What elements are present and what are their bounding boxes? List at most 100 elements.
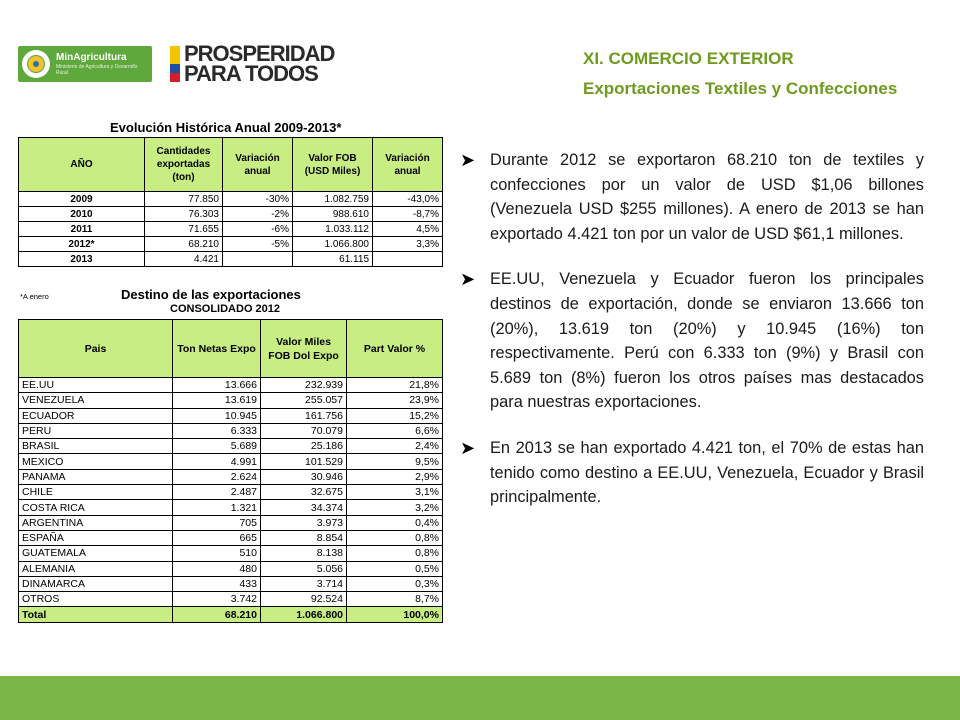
table-row: ESPAÑA 665 8.854 0,8% (18, 529, 443, 547)
table-row: VENEZUELA 13.619 255.057 23,9% (18, 392, 443, 409)
country-cell: BRASIL (18, 438, 173, 455)
table2-subtitle: CONSOLIDADO 2012 (170, 303, 281, 315)
value-cell: 3.714 (260, 575, 347, 593)
table-row: BRASIL 5.689 25.186 2,4% (18, 438, 443, 455)
arrow-bullet-icon: ➤ (460, 150, 476, 170)
value-cell: 161.756 (260, 407, 347, 424)
value-cell: -43,0% (372, 191, 443, 207)
bullet-item: ➤ Durante 2012 se exportaron 68.210 ton … (460, 148, 924, 246)
country-cell: ECUADOR (18, 407, 173, 424)
value-cell: 32.675 (260, 484, 347, 501)
value-cell: 0,4% (346, 514, 443, 531)
table2-title: Destino de las exportaciones (121, 287, 301, 302)
coat-of-arms-icon (22, 50, 50, 78)
value-cell (222, 251, 293, 267)
country-cell: EE.UU (18, 376, 173, 394)
bullet-item: ➤ EE.UU, Venezuela y Ecuador fueron los … (460, 267, 924, 415)
year-cell: 2010 (18, 206, 145, 222)
value-cell: 3,1% (346, 484, 443, 501)
value-cell: 70.079 (260, 422, 347, 440)
value-cell: 2,9% (346, 468, 443, 486)
export-destinations-table: Pais Ton Netas Expo Valor Miles FOB Dol … (18, 319, 443, 623)
value-cell: 3.973 (260, 514, 347, 531)
value-cell: 510 (172, 545, 261, 562)
table-row: PANAMA 2.624 30.946 2,9% (18, 468, 443, 486)
value-cell: 4,5% (372, 221, 443, 237)
section-title: XI. COMERCIO EXTERIOR (583, 49, 794, 68)
country-cell: OTROS (18, 591, 173, 608)
year-cell: 2009 (18, 191, 145, 207)
value-cell: 6,6% (346, 422, 443, 440)
table1-title: Evolución Histórica Anual 2009-2013* (110, 120, 342, 135)
value-cell: 0,3% (346, 575, 443, 593)
value-cell: 232.939 (260, 376, 347, 394)
value-cell: 92.524 (260, 591, 347, 608)
section-subtitle: Exportaciones Textiles y Confecciones (583, 79, 898, 98)
value-cell: 8,7% (346, 591, 443, 608)
bullet-item: ➤ En 2013 se han exportado 4.421 ton, el… (460, 436, 924, 510)
value-cell: 8.138 (260, 545, 347, 562)
country-cell: VENEZUELA (18, 392, 173, 409)
total-value-cell: 1.066.800 (260, 606, 347, 623)
value-cell: 8.854 (260, 529, 347, 547)
value-cell: 13.619 (172, 392, 261, 409)
arrow-bullet-icon: ➤ (460, 269, 476, 290)
country-cell: ALEMANIA (18, 560, 173, 577)
table-row: OTROS 3.742 92.524 8,7% (18, 591, 443, 608)
value-cell: 3.742 (172, 591, 261, 608)
value-cell: -6% (222, 221, 293, 237)
table-row: PERU 6.333 70.079 6,6% (18, 422, 443, 440)
arrow-bullet-icon: ➤ (460, 437, 476, 458)
country-cell: ARGENTINA (18, 514, 173, 531)
value-cell: -2% (222, 206, 293, 222)
bullet-text: EE.UU, Venezuela y Ecuador fueron los pr… (490, 270, 924, 412)
value-cell: 1.033.112 (292, 221, 373, 237)
total-value-cell: 100,0% (346, 606, 443, 623)
value-cell: 68.210 (144, 236, 223, 252)
table-row: 2010 76.303 -2% 988.610 -8,7% (18, 206, 443, 222)
table-row: EE.UU 13.666 232.939 21,8% (18, 376, 443, 394)
table-row: ECUADOR 10.945 161.756 15,2% (18, 407, 443, 424)
table-row: ALEMANIA 480 5.056 0,5% (18, 560, 443, 577)
year-cell: 2011 (18, 221, 145, 237)
total-label-cell: Total (18, 606, 173, 623)
value-cell: 9,5% (346, 453, 443, 470)
value-cell: 0,8% (346, 545, 443, 562)
value-cell: 1.082.759 (292, 191, 373, 207)
value-cell: 25.186 (260, 438, 347, 455)
value-cell (372, 251, 443, 267)
value-cell: 433 (172, 575, 261, 593)
col-header-country: Pais (18, 319, 173, 378)
value-cell: 21,8% (346, 376, 443, 394)
col-header-fob: Valor Miles FOB Dol Expo (260, 319, 347, 378)
value-cell: -30% (222, 191, 293, 207)
value-cell: 61.115 (292, 251, 373, 267)
value-cell: 30.946 (260, 468, 347, 486)
value-cell: 5.689 (172, 438, 261, 455)
country-cell: COSTA RICA (18, 499, 173, 516)
value-cell: 71.655 (144, 221, 223, 237)
value-cell: 1.321 (172, 499, 261, 516)
country-cell: DINAMARCA (18, 575, 173, 593)
value-cell: 988.610 (292, 206, 373, 222)
country-cell: PANAMA (18, 468, 173, 486)
value-cell: -5% (222, 236, 293, 252)
value-cell: 3,3% (372, 236, 443, 252)
value-cell: 255.057 (260, 392, 347, 409)
table-row: ARGENTINA 705 3.973 0,4% (18, 514, 443, 531)
value-cell: 76.303 (144, 206, 223, 222)
year-cell: 2012* (18, 236, 145, 252)
country-cell: ESPAÑA (18, 529, 173, 547)
value-cell: 2.624 (172, 468, 261, 486)
year-cell: 2013 (18, 251, 145, 267)
value-cell: 0,5% (346, 560, 443, 577)
country-cell: PERU (18, 422, 173, 440)
table-row: COSTA RICA 1.321 34.374 3,2% (18, 499, 443, 516)
value-cell: 665 (172, 529, 261, 547)
country-cell: CHILE (18, 484, 173, 501)
value-cell: 34.374 (260, 499, 347, 516)
col-header-tons: Ton Netas Expo (172, 319, 261, 378)
value-cell: 480 (172, 560, 261, 577)
value-cell: 101.529 (260, 453, 347, 470)
value-cell: 1.066.800 (292, 236, 373, 252)
